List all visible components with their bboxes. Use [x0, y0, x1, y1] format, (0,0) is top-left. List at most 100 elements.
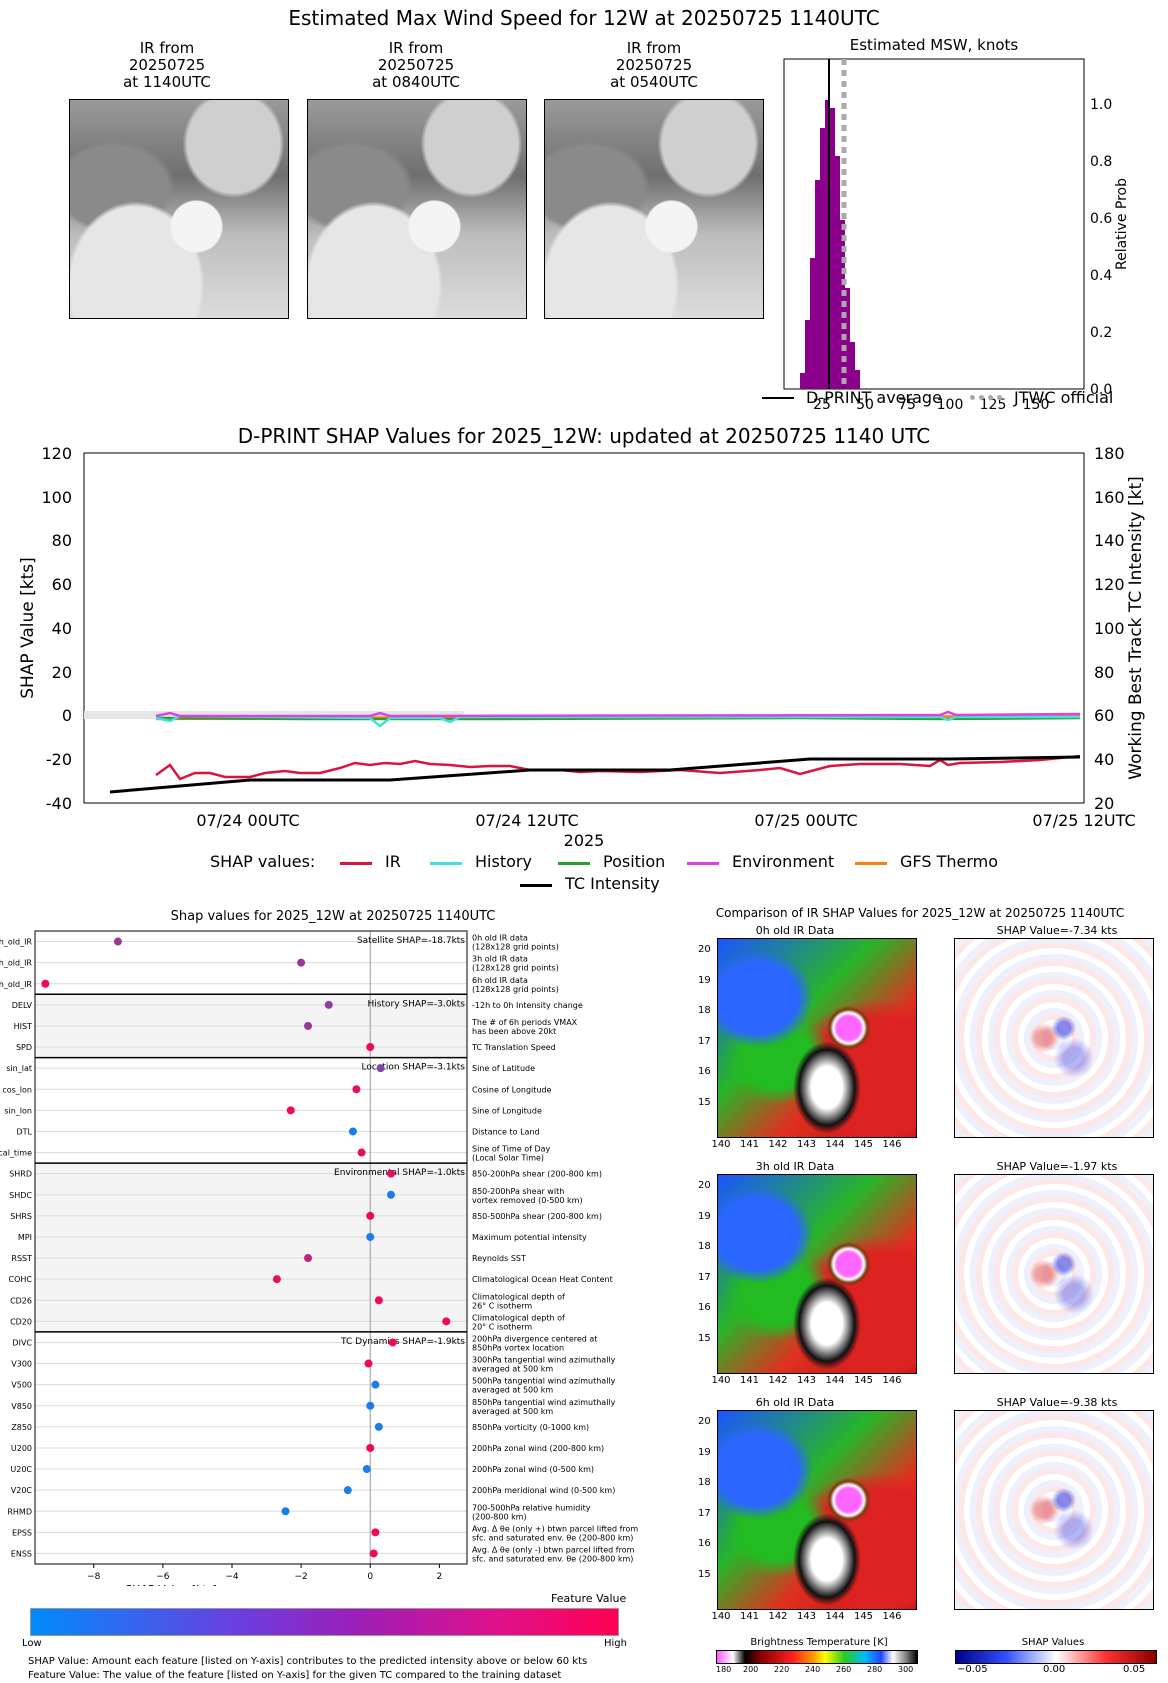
shap-point	[374, 1296, 383, 1305]
shap-row-title: SHAP Value=-1.97 kts	[996, 1160, 1118, 1173]
ir-ytick: 18	[698, 1477, 711, 1488]
colorbar-high: High	[604, 1638, 627, 1649]
feature-desc: (128x128 grid points)	[472, 985, 559, 994]
feature-desc: 300hPa tangential wind azimuthally	[472, 1356, 616, 1365]
ir-image-2-panel	[307, 99, 527, 319]
ir-xtick: 146	[882, 1611, 902, 1622]
ir-ytick: 15	[698, 1332, 711, 1344]
ts-ytick-right: 60	[1094, 706, 1114, 725]
feature-desc: 3h old IR data	[472, 955, 528, 964]
ts-ylabel-left: SHAP Value [kts]	[18, 557, 38, 699]
ir-xtick: 145	[853, 1375, 874, 1386]
shap-point	[113, 937, 122, 946]
ts-legend-intensity-label: TC Intensity	[565, 874, 660, 893]
feature-name: CD20	[10, 1317, 32, 1326]
shap-point	[388, 1338, 397, 1347]
ir-ytick: 15	[698, 1096, 711, 1108]
ir-color-map	[717, 938, 917, 1138]
feature-name: EPSS	[12, 1528, 32, 1537]
ir-ytick: 16	[698, 1066, 711, 1077]
ts-legend-position-label: Position	[603, 852, 666, 871]
shap-cb-tick: 0.05	[1123, 1664, 1146, 1675]
ir-xtick: 144	[825, 1611, 845, 1622]
ir-image-2-line2: 20250725	[377, 56, 455, 74]
feature-name: V20C	[11, 1486, 33, 1495]
ts-xtick: 07/24 12UTC	[475, 811, 578, 830]
main-title: Estimated Max Wind Speed for 12W at 2025…	[288, 6, 880, 30]
ts-ytick-left: 80	[52, 531, 72, 550]
feature-name: 0h_old_IR	[0, 938, 32, 947]
feature-desc: Cosine of Longitude	[472, 1085, 552, 1094]
feature-desc: Climatological depth of	[472, 1292, 565, 1301]
bt-tick: 200	[743, 1665, 759, 1674]
feature-name: ENSS	[11, 1549, 32, 1558]
shap-point	[362, 1465, 371, 1474]
footnote-shap: SHAP Value: Amount each feature [listed …	[28, 1656, 588, 1667]
feature-desc: 0h old IR data	[472, 934, 528, 943]
feature-desc: (Local Solar Time)	[472, 1154, 544, 1163]
feature-desc: 200hPa meridional wind (0-500 km)	[472, 1486, 615, 1495]
hist-bar	[835, 156, 840, 389]
ts-environment-line	[155, 710, 1081, 718]
ir-image-2-line3: at 0840UTC	[372, 73, 460, 91]
shap-point	[442, 1317, 451, 1326]
feature-desc: 500hPa tangential wind azimuthally	[472, 1377, 616, 1386]
feature-name: MPI	[18, 1233, 32, 1242]
ts-legend-intensity-swatch	[520, 884, 552, 887]
ir-ytick: 16	[698, 1538, 711, 1549]
shap-point	[357, 1148, 366, 1157]
ts-frame	[83, 452, 1085, 804]
feature-value-colorbar	[30, 1608, 619, 1636]
feature-name: sin_lon	[4, 1106, 32, 1115]
feature-desc: sfc. and saturated env. θe (200-800 km)	[472, 1533, 633, 1542]
feature-name: SHDC	[9, 1191, 32, 1200]
ir-ytick: 17	[698, 1035, 711, 1047]
ts-xtick: 07/25 12UTC	[1032, 811, 1135, 830]
group-label: Environmental SHAP=-1.0kts	[334, 1168, 465, 1178]
shap-frame	[34, 930, 468, 1565]
feature-desc: The # of 6h periods VMAX	[471, 1018, 578, 1027]
shap-point	[386, 1169, 395, 1178]
feature-desc: 700-500hPa relative humidity	[472, 1503, 591, 1512]
bt-tick: 240	[805, 1665, 821, 1674]
hist-xtick: 25	[813, 397, 831, 410]
shap-map	[954, 1174, 1154, 1374]
bt-colorbar	[716, 1650, 918, 1664]
legend-dprint-swatch	[762, 397, 794, 399]
ir-xtick: 140	[711, 1139, 731, 1150]
ts-legend-gfs-label: GFS Thermo	[900, 852, 998, 871]
feature-desc: 850-200hPa shear (200-800 km)	[472, 1170, 602, 1179]
shap-point	[304, 1021, 313, 1030]
shap-xlabel: SHAP Value [kts]	[125, 1583, 217, 1586]
hist-xtick: 100	[937, 397, 964, 410]
feature-desc: Climatological depth of	[472, 1313, 565, 1322]
feature-desc: averaged at 500 km	[472, 1386, 553, 1395]
ts-history-line	[155, 714, 1080, 728]
ir-image-3-panel	[544, 99, 764, 319]
group-label: TC Dynamics SHAP=-1.9kts	[340, 1337, 465, 1347]
ir-ytick: 20	[698, 1180, 711, 1191]
ts-ytick-left: 100	[41, 488, 72, 507]
ts-ytick-right: 140	[1094, 531, 1125, 550]
hist-xtick: 75	[898, 397, 916, 410]
legend-jtwc-label: JTWC official	[1014, 388, 1114, 407]
ir-xtick: 140	[711, 1611, 731, 1622]
ir-compare-panels: 0h old IR Data SHAP Value=-7.34 kts 20 19 18…	[690, 920, 1168, 1622]
legend-jtwc-swatch	[970, 395, 1002, 400]
hist-bar	[845, 288, 850, 389]
hist-legend: D-PRINT average JTWC official	[762, 388, 1162, 408]
ir-xtick: 143	[796, 1139, 817, 1150]
ts-ytick-right: 80	[1094, 663, 1114, 682]
msw-histogram: 25 50 75 100 125 150 0.0 0.2 0.4 0.6 0.8…	[783, 36, 1130, 410]
ts-legend-gfs-swatch	[855, 862, 887, 865]
ts-legend: SHAP values: IR History Position Environ…	[210, 852, 1010, 897]
ts-ytick-right: 20	[1094, 794, 1114, 813]
feature-desc: Maximum potential intensity	[472, 1233, 587, 1242]
ir-color-map	[717, 1410, 917, 1610]
feature-desc: -12h to 0h Intensity change	[472, 1001, 583, 1010]
ts-ytick-right: 120	[1094, 575, 1125, 594]
ts-xtick: 07/24 00UTC	[196, 811, 299, 830]
shap-point	[324, 1000, 333, 1009]
ts-legend-ir-swatch	[340, 862, 372, 865]
feature-desc: Sine of Latitude	[472, 1064, 535, 1073]
